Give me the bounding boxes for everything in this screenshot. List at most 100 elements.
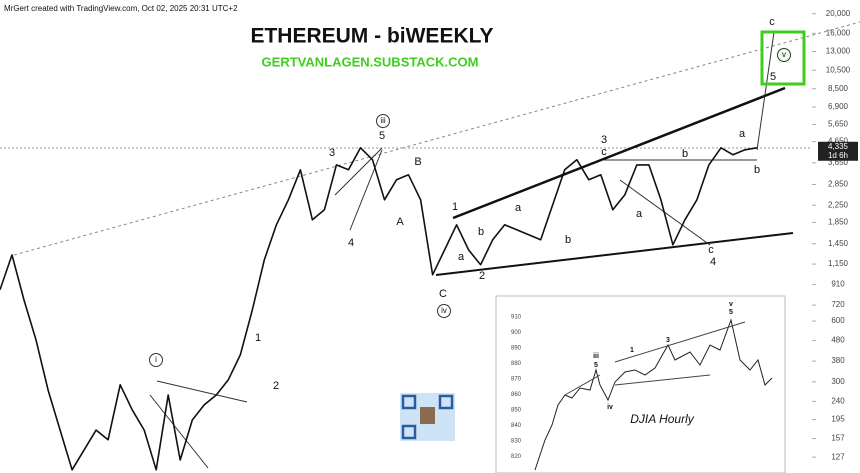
y-tick-label: 157 xyxy=(831,434,845,443)
y-tick-label: 240 xyxy=(831,396,845,405)
inset-trend xyxy=(614,374,711,386)
inset-trend xyxy=(614,321,746,363)
y-tick-label: 1,150 xyxy=(828,259,849,268)
price-tag xyxy=(818,141,858,161)
inset-tick-label: 900 xyxy=(511,330,522,336)
y-tick-label: 20,000 xyxy=(826,9,851,18)
y-tick-label: 6,900 xyxy=(828,102,849,111)
chart-subtitle: GERTVANLAGEN.SUBSTACK.COM xyxy=(262,54,479,69)
inset-tick-label: 830 xyxy=(511,439,522,445)
wave-label: v xyxy=(782,50,786,59)
inset-line xyxy=(534,318,773,471)
inset-tick-label: 870 xyxy=(511,377,522,383)
inset-tick-label: 820 xyxy=(511,454,522,460)
y-tick-label: 380 xyxy=(831,356,845,365)
y-tick-label: 2,850 xyxy=(828,180,849,189)
wave-label: b xyxy=(478,226,484,238)
wave-label: 1 xyxy=(452,201,458,213)
wave-label: iv xyxy=(441,306,447,315)
projection-line xyxy=(756,31,775,151)
wave-label: 2 xyxy=(273,380,279,392)
y-tick-label: 720 xyxy=(831,300,845,309)
wave-label: B xyxy=(414,156,421,168)
wave-label: 5 xyxy=(379,130,385,142)
inset-wave-label: 1 xyxy=(630,347,634,354)
y-tick-label: 195 xyxy=(831,415,845,424)
wave-label: C xyxy=(439,288,447,300)
y-tick-label: 4,650 xyxy=(828,137,849,146)
qr-corner xyxy=(401,394,417,410)
inset-wave-label: iv xyxy=(607,404,613,411)
inset-tick-label: 880 xyxy=(511,361,522,367)
wave-label: i xyxy=(155,355,157,364)
y-tick-label: 3,650 xyxy=(828,158,849,167)
target-box xyxy=(760,30,806,86)
trend-line xyxy=(156,380,248,403)
trend-line xyxy=(13,21,860,256)
qr-avatar xyxy=(420,407,435,424)
inset-trend xyxy=(564,374,601,396)
y-tick-label: 127 xyxy=(831,452,845,461)
price-line xyxy=(0,147,758,471)
y-tick-label: 1,850 xyxy=(828,218,849,227)
wave-label: a xyxy=(515,202,522,214)
inset-wave-label: 5 xyxy=(729,309,733,316)
wave-label: 1 xyxy=(255,332,261,344)
inset-wave-label: 3 xyxy=(666,337,670,344)
y-tick-label: 8,500 xyxy=(828,84,849,93)
wave-label: b xyxy=(754,164,760,176)
y-tick-label: 480 xyxy=(831,336,845,345)
y-tick-label: 13,000 xyxy=(826,47,851,56)
wave-ring xyxy=(777,48,791,62)
wave-label: a xyxy=(458,251,465,263)
y-tick-label: 910 xyxy=(831,280,845,289)
price-tag-label: 4,335 xyxy=(828,142,849,151)
wave-label: 3 xyxy=(601,134,607,146)
y-tick-label: 16,000 xyxy=(826,28,851,37)
inset-tick-label: 850 xyxy=(511,408,522,414)
wave-label: 4 xyxy=(710,256,716,268)
qr-corner xyxy=(438,394,454,410)
trend-line xyxy=(149,394,209,469)
inset-wave-label: 5 xyxy=(594,362,598,369)
inset-wave-label: iii xyxy=(593,353,599,360)
qr-code xyxy=(400,393,455,441)
inset xyxy=(495,295,786,473)
channel-lower xyxy=(435,232,794,276)
wave-label: iii xyxy=(380,116,386,125)
inset-tick-label: 860 xyxy=(511,392,522,398)
wave-label: b xyxy=(565,234,571,246)
credit: MrGert created with TradingView.com, Oct… xyxy=(4,4,238,13)
wave-label: c xyxy=(769,16,775,28)
y-tick-label: 2,250 xyxy=(828,200,849,209)
y-tick-label: 600 xyxy=(831,316,845,325)
wave-label: A xyxy=(396,216,404,228)
y-tick-label: 1,450 xyxy=(828,239,849,248)
inset-tick-label: 890 xyxy=(511,346,522,352)
wave-label: 5 xyxy=(770,71,776,83)
wave-label: a xyxy=(636,208,643,220)
y-tick-label: 10,500 xyxy=(826,65,851,74)
inset-title: DJIA Hourly xyxy=(630,412,695,426)
channel-upper xyxy=(452,86,786,220)
inset-tick-label: 910 xyxy=(511,315,522,321)
y-tick-label: 5,650 xyxy=(828,120,849,129)
trend-line xyxy=(349,149,383,231)
wave-ring xyxy=(149,353,163,367)
countdown: 1d 6h xyxy=(828,151,848,160)
chart-title: ETHEREUM - biWEEKLY xyxy=(250,25,493,48)
wave-label: a xyxy=(739,128,746,140)
wave-label: c xyxy=(708,244,714,256)
wave-ring xyxy=(376,114,390,128)
trend-line xyxy=(334,147,383,196)
y-tick-label: 300 xyxy=(831,377,845,386)
qr-corner xyxy=(401,424,417,440)
inset-tick-label: 840 xyxy=(511,423,522,429)
wave-label: b xyxy=(682,148,688,160)
wave-ring xyxy=(437,304,451,318)
wave-label: 4 xyxy=(348,237,354,249)
wave-label: 2 xyxy=(479,270,485,282)
inset-wave-label: v xyxy=(729,301,733,308)
